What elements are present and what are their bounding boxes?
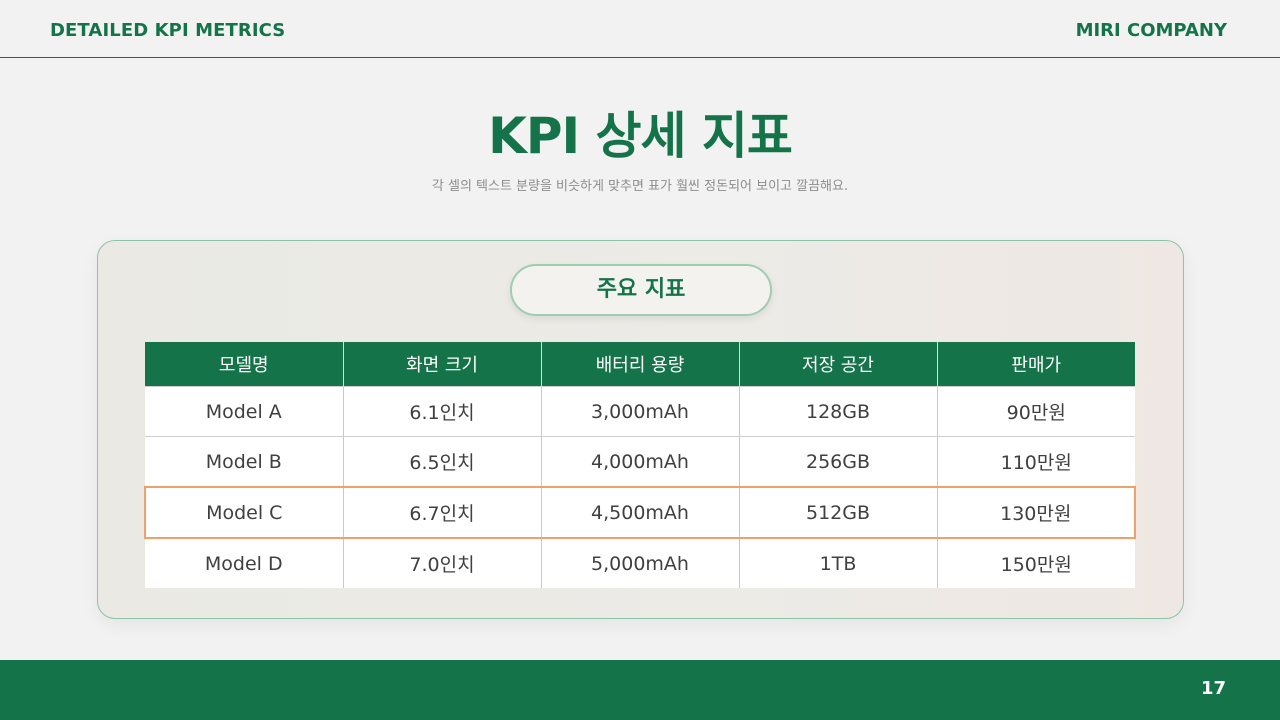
table-cell: 128GB bbox=[739, 386, 938, 437]
card-title-pill: 주요 지표 bbox=[510, 264, 772, 316]
column-header: 배터리 용량 bbox=[541, 342, 740, 387]
table-row-highlighted: Model C 6.7인치 4,500mAh 512GB 130만원 bbox=[144, 486, 1136, 539]
table-cell: 3,000mAh bbox=[541, 386, 740, 437]
table-cell: 256GB bbox=[739, 436, 938, 487]
column-header: 모델명 bbox=[145, 342, 344, 387]
table-cell: 150만원 bbox=[937, 537, 1135, 588]
table-row: Model B 6.5인치 4,000mAh 256GB 110만원 bbox=[145, 436, 1135, 487]
table-cell: 6.1인치 bbox=[343, 386, 542, 437]
table-row: Model A 6.1인치 3,000mAh 128GB 90만원 bbox=[145, 386, 1135, 437]
column-header: 저장 공간 bbox=[739, 342, 938, 387]
table-cell: 4,000mAh bbox=[541, 436, 740, 487]
table-cell: 4,500mAh bbox=[541, 486, 740, 539]
kpi-table: 모델명 화면 크기 배터리 용량 저장 공간 판매가 Model A 6.1인치… bbox=[144, 342, 1136, 588]
column-header: 화면 크기 bbox=[343, 342, 542, 387]
table-cell: Model D bbox=[145, 537, 344, 588]
company-name: MIRI COMPANY bbox=[1075, 20, 1227, 41]
table-cell: 6.7인치 bbox=[343, 486, 542, 539]
table-row: Model D 7.0인치 5,000mAh 1TB 150만원 bbox=[145, 537, 1135, 588]
table-cell: Model B bbox=[145, 436, 344, 487]
table-header-row: 모델명 화면 크기 배터리 용량 저장 공간 판매가 bbox=[145, 342, 1135, 387]
table-cell: 5,000mAh bbox=[541, 537, 740, 588]
page-subtitle: 각 셀의 텍스트 분량을 비슷하게 맞추면 표가 훨씬 정돈되어 보이고 깔끔해… bbox=[431, 179, 849, 194]
page-title: KPI 상세 지표 bbox=[488, 107, 793, 165]
table-cell: 7.0인치 bbox=[343, 537, 542, 588]
top-header-bar: DETAILED KPI METRICS MIRI COMPANY bbox=[0, 0, 1280, 58]
table-cell: 6.5인치 bbox=[343, 436, 542, 487]
kpi-card: 주요 지표 모델명 화면 크기 배터리 용량 저장 공간 판매가 Model A… bbox=[97, 240, 1184, 619]
table-cell: 1TB bbox=[739, 537, 938, 588]
table-cell: 130만원 bbox=[937, 486, 1136, 539]
column-header: 판매가 bbox=[937, 342, 1135, 387]
table-cell: 90만원 bbox=[937, 386, 1135, 437]
section-label: DETAILED KPI METRICS bbox=[50, 20, 286, 41]
table-cell: 512GB bbox=[739, 486, 938, 539]
table-cell: 110만원 bbox=[937, 436, 1135, 487]
footer-bar: 17 bbox=[0, 660, 1280, 720]
page-number: 17 bbox=[1200, 678, 1226, 699]
table-cell: Model C bbox=[144, 486, 344, 539]
table-cell: Model A bbox=[145, 386, 344, 437]
